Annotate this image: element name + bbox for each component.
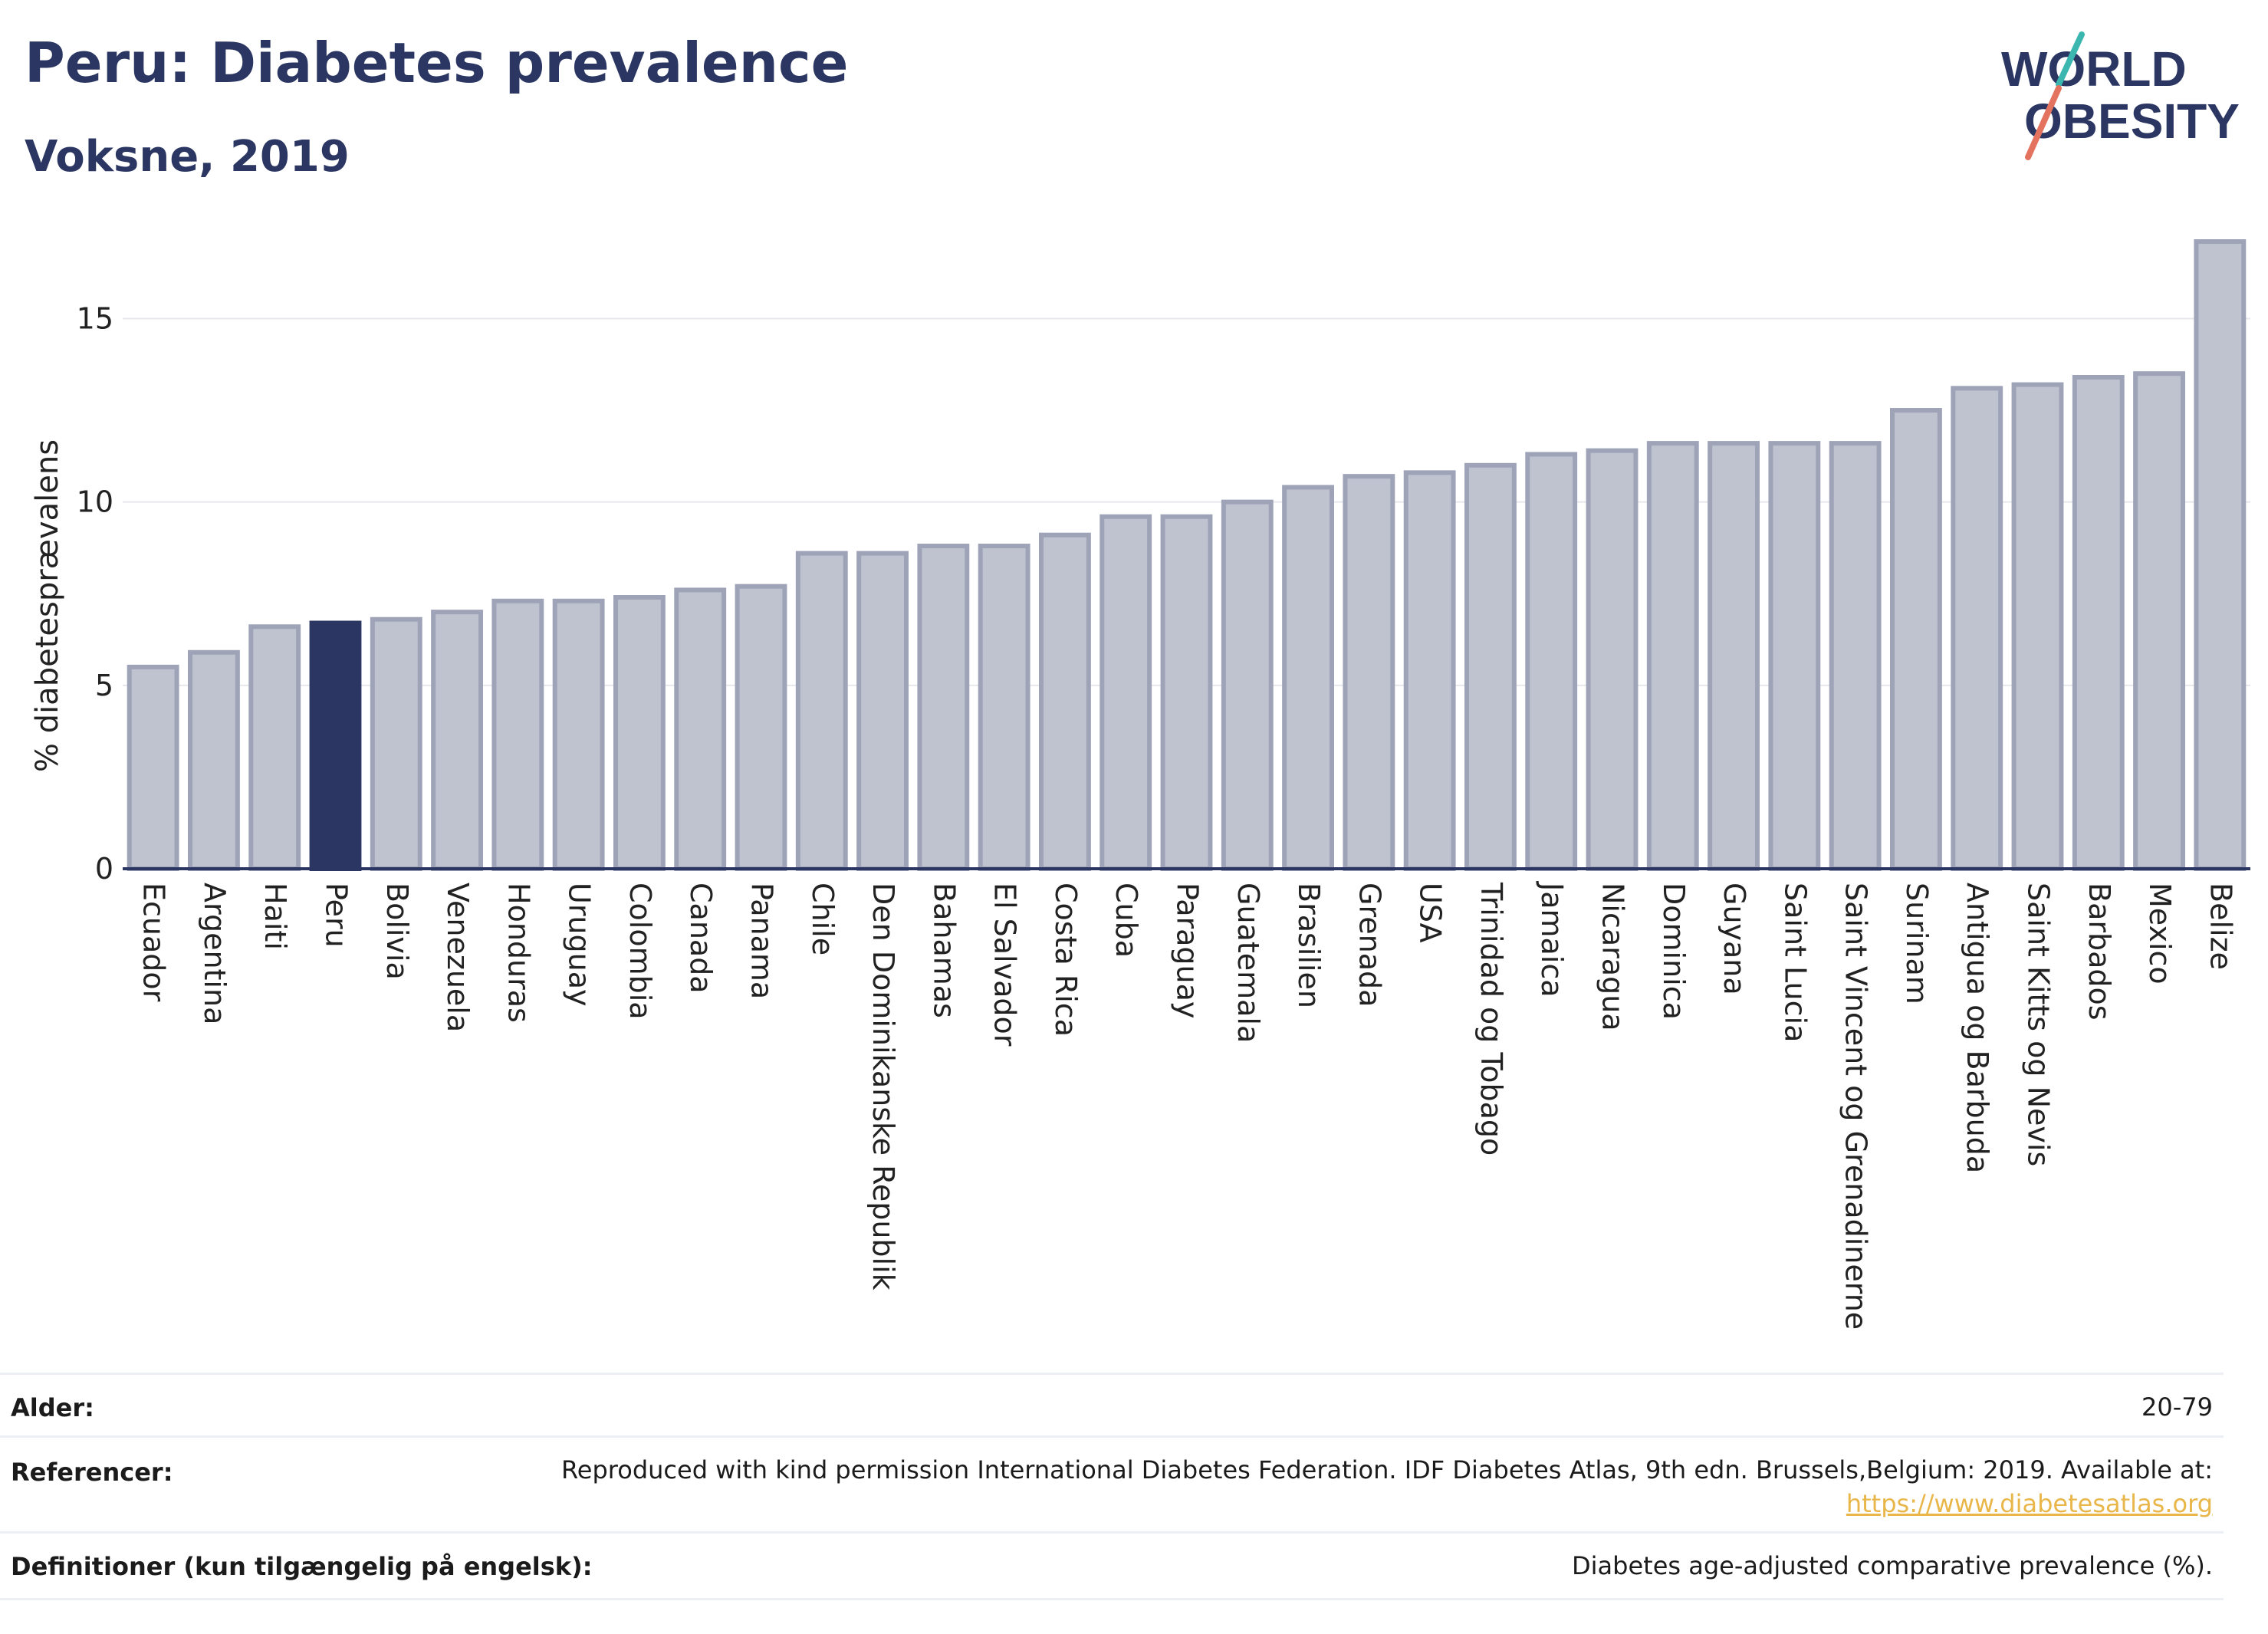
svg-text:WORLD: WORLD (2001, 41, 2187, 97)
y-tick-label: 0 (95, 852, 113, 886)
x-tick-label: Brasilien (1292, 883, 1326, 1008)
bar-saint-lucia (1768, 441, 1821, 871)
x-tick-label: Saint Vincent og Grenadinerne (1839, 883, 1873, 1330)
y-axis-title: % diabetesprævalens (30, 439, 65, 773)
world-obesity-logo: WORLD OBESITY (2001, 31, 2240, 160)
x-tick-label: Paraguay (1171, 883, 1205, 1018)
x-tick-label: Surinam (1900, 883, 1934, 1004)
bar-brasilien (1282, 485, 1334, 871)
definitions-value: Diabetes age-adjusted comparative preval… (1572, 1551, 2213, 1580)
page-title: Peru: Diabetes prevalence (25, 31, 849, 95)
info-row-references: Referencer: Reproduced with kind permiss… (0, 1435, 2224, 1534)
x-tick-label: Bahamas (927, 883, 961, 1018)
bar-bolivia (370, 616, 422, 871)
bar-bahamas (917, 544, 970, 872)
bar-argentina (188, 649, 240, 871)
x-tick-label: Ecuador (137, 883, 171, 1002)
bar-jamaica (1525, 452, 1578, 871)
bar-usa (1403, 470, 1456, 871)
x-tick-label: Uruguay (563, 883, 597, 1007)
x-tick-label: Antigua og Barbuda (1961, 883, 1994, 1173)
bar-saint-vincent-og-grenadinerne (1829, 441, 1882, 871)
x-tick-label: Guyana (1717, 883, 1751, 995)
x-tick-label: Peru (320, 883, 353, 948)
bar-saint-kitts-og-nevis (2011, 382, 2064, 871)
references-label: Referencer: (11, 1458, 173, 1487)
x-tick-label: Grenada (1353, 883, 1386, 1007)
x-tick-label: Honduras (501, 883, 535, 1023)
bar-guyana (1708, 441, 1760, 871)
x-tick-label: Panama (745, 883, 779, 999)
x-tick-label: Belize (2204, 883, 2237, 970)
x-tick-label: Jamaica (1535, 881, 1569, 998)
x-tick-label: Saint Kitts og Nevis (2022, 883, 2056, 1166)
references-link[interactable]: https://www.diabetesatlas.org (1846, 1489, 2213, 1518)
bar-antigua-og-barbuda (1951, 386, 2003, 871)
bar-chart: 0 5 10 15 Ecuador Argentina Haiti Peru Bolivia Ve… (77, 239, 2250, 1330)
info-row-age: Alder: 20-79 (0, 1373, 2224, 1438)
bar-den-dominikanske-republik (856, 551, 909, 872)
info-row-definitions: Definitioner (kun tilgængelig på engelsk… (0, 1531, 2224, 1600)
x-tick-label: Trinidad og Tobago (1474, 882, 1508, 1156)
bar-venezuela (431, 610, 483, 871)
bar-cuba (1099, 514, 1152, 871)
bar-chile (795, 551, 848, 872)
bar-barbados (2072, 374, 2125, 871)
x-tick-label: Colombia (623, 883, 657, 1020)
x-tick-label: Dominica (1657, 883, 1691, 1020)
bar-haiti (248, 624, 301, 871)
x-tick-label: Venezuela (441, 883, 475, 1032)
x-tick-label: Mexico (2143, 883, 2177, 985)
bar-guatemala (1221, 499, 1274, 872)
references-value: Reproduced with kind permission Internat… (561, 1453, 2213, 1521)
bar-honduras (491, 598, 544, 872)
page-subtitle: Voksne, 2019 (25, 132, 350, 182)
bar-mexico (2133, 371, 2185, 872)
bar-grenada (1343, 474, 1395, 871)
bar-nicaragua (1586, 448, 1639, 871)
x-tick-label: El Salvador (988, 883, 1022, 1047)
bar-el-salvador (978, 544, 1030, 872)
bar-belize (2194, 239, 2247, 871)
x-tick-label: Cuba (1109, 883, 1143, 958)
age-label: Alder: (11, 1393, 94, 1422)
svg-text:OBESITY: OBESITY (2024, 94, 2240, 149)
bar-canada (674, 587, 727, 871)
bar-trinidad-og-tobago (1464, 462, 1517, 871)
x-tick-label: Chile (806, 883, 840, 955)
y-tick-label: 5 (95, 669, 113, 702)
definitions-label: Definitioner (kun tilgængelig på engelsk… (11, 1552, 593, 1581)
x-tick-label: Barbados (2082, 883, 2116, 1021)
x-tick-label: Den Dominikanske Republik (866, 883, 900, 1290)
bar-ecuador (127, 664, 179, 871)
bar-surinam (1890, 408, 1942, 871)
x-tick-label: USA (1414, 883, 1448, 943)
bar-costa-rica (1039, 532, 1091, 871)
x-tick-label: Bolivia (380, 883, 414, 980)
y-tick-label: 15 (77, 301, 113, 335)
x-tick-label: Guatemala (1231, 883, 1265, 1043)
bar-paraguay (1160, 514, 1213, 871)
x-tick-label: Saint Lucia (1778, 883, 1812, 1042)
bar-colombia (613, 595, 666, 872)
x-tick-label: Nicaragua (1596, 883, 1630, 1031)
age-value: 20-79 (2141, 1392, 2213, 1422)
bar-panama (735, 584, 787, 871)
x-tick-label: Haiti (258, 883, 292, 950)
x-tick-label: Canada (684, 883, 718, 994)
bar-dominica (1646, 441, 1699, 871)
bar-uruguay (552, 598, 605, 872)
x-tick-label: Costa Rica (1049, 883, 1083, 1037)
x-tick-label: Argentina (198, 883, 232, 1024)
bar-peru (309, 620, 362, 871)
y-tick-label: 10 (77, 485, 113, 519)
references-text: Reproduced with kind permission Internat… (560, 1455, 2213, 1484)
